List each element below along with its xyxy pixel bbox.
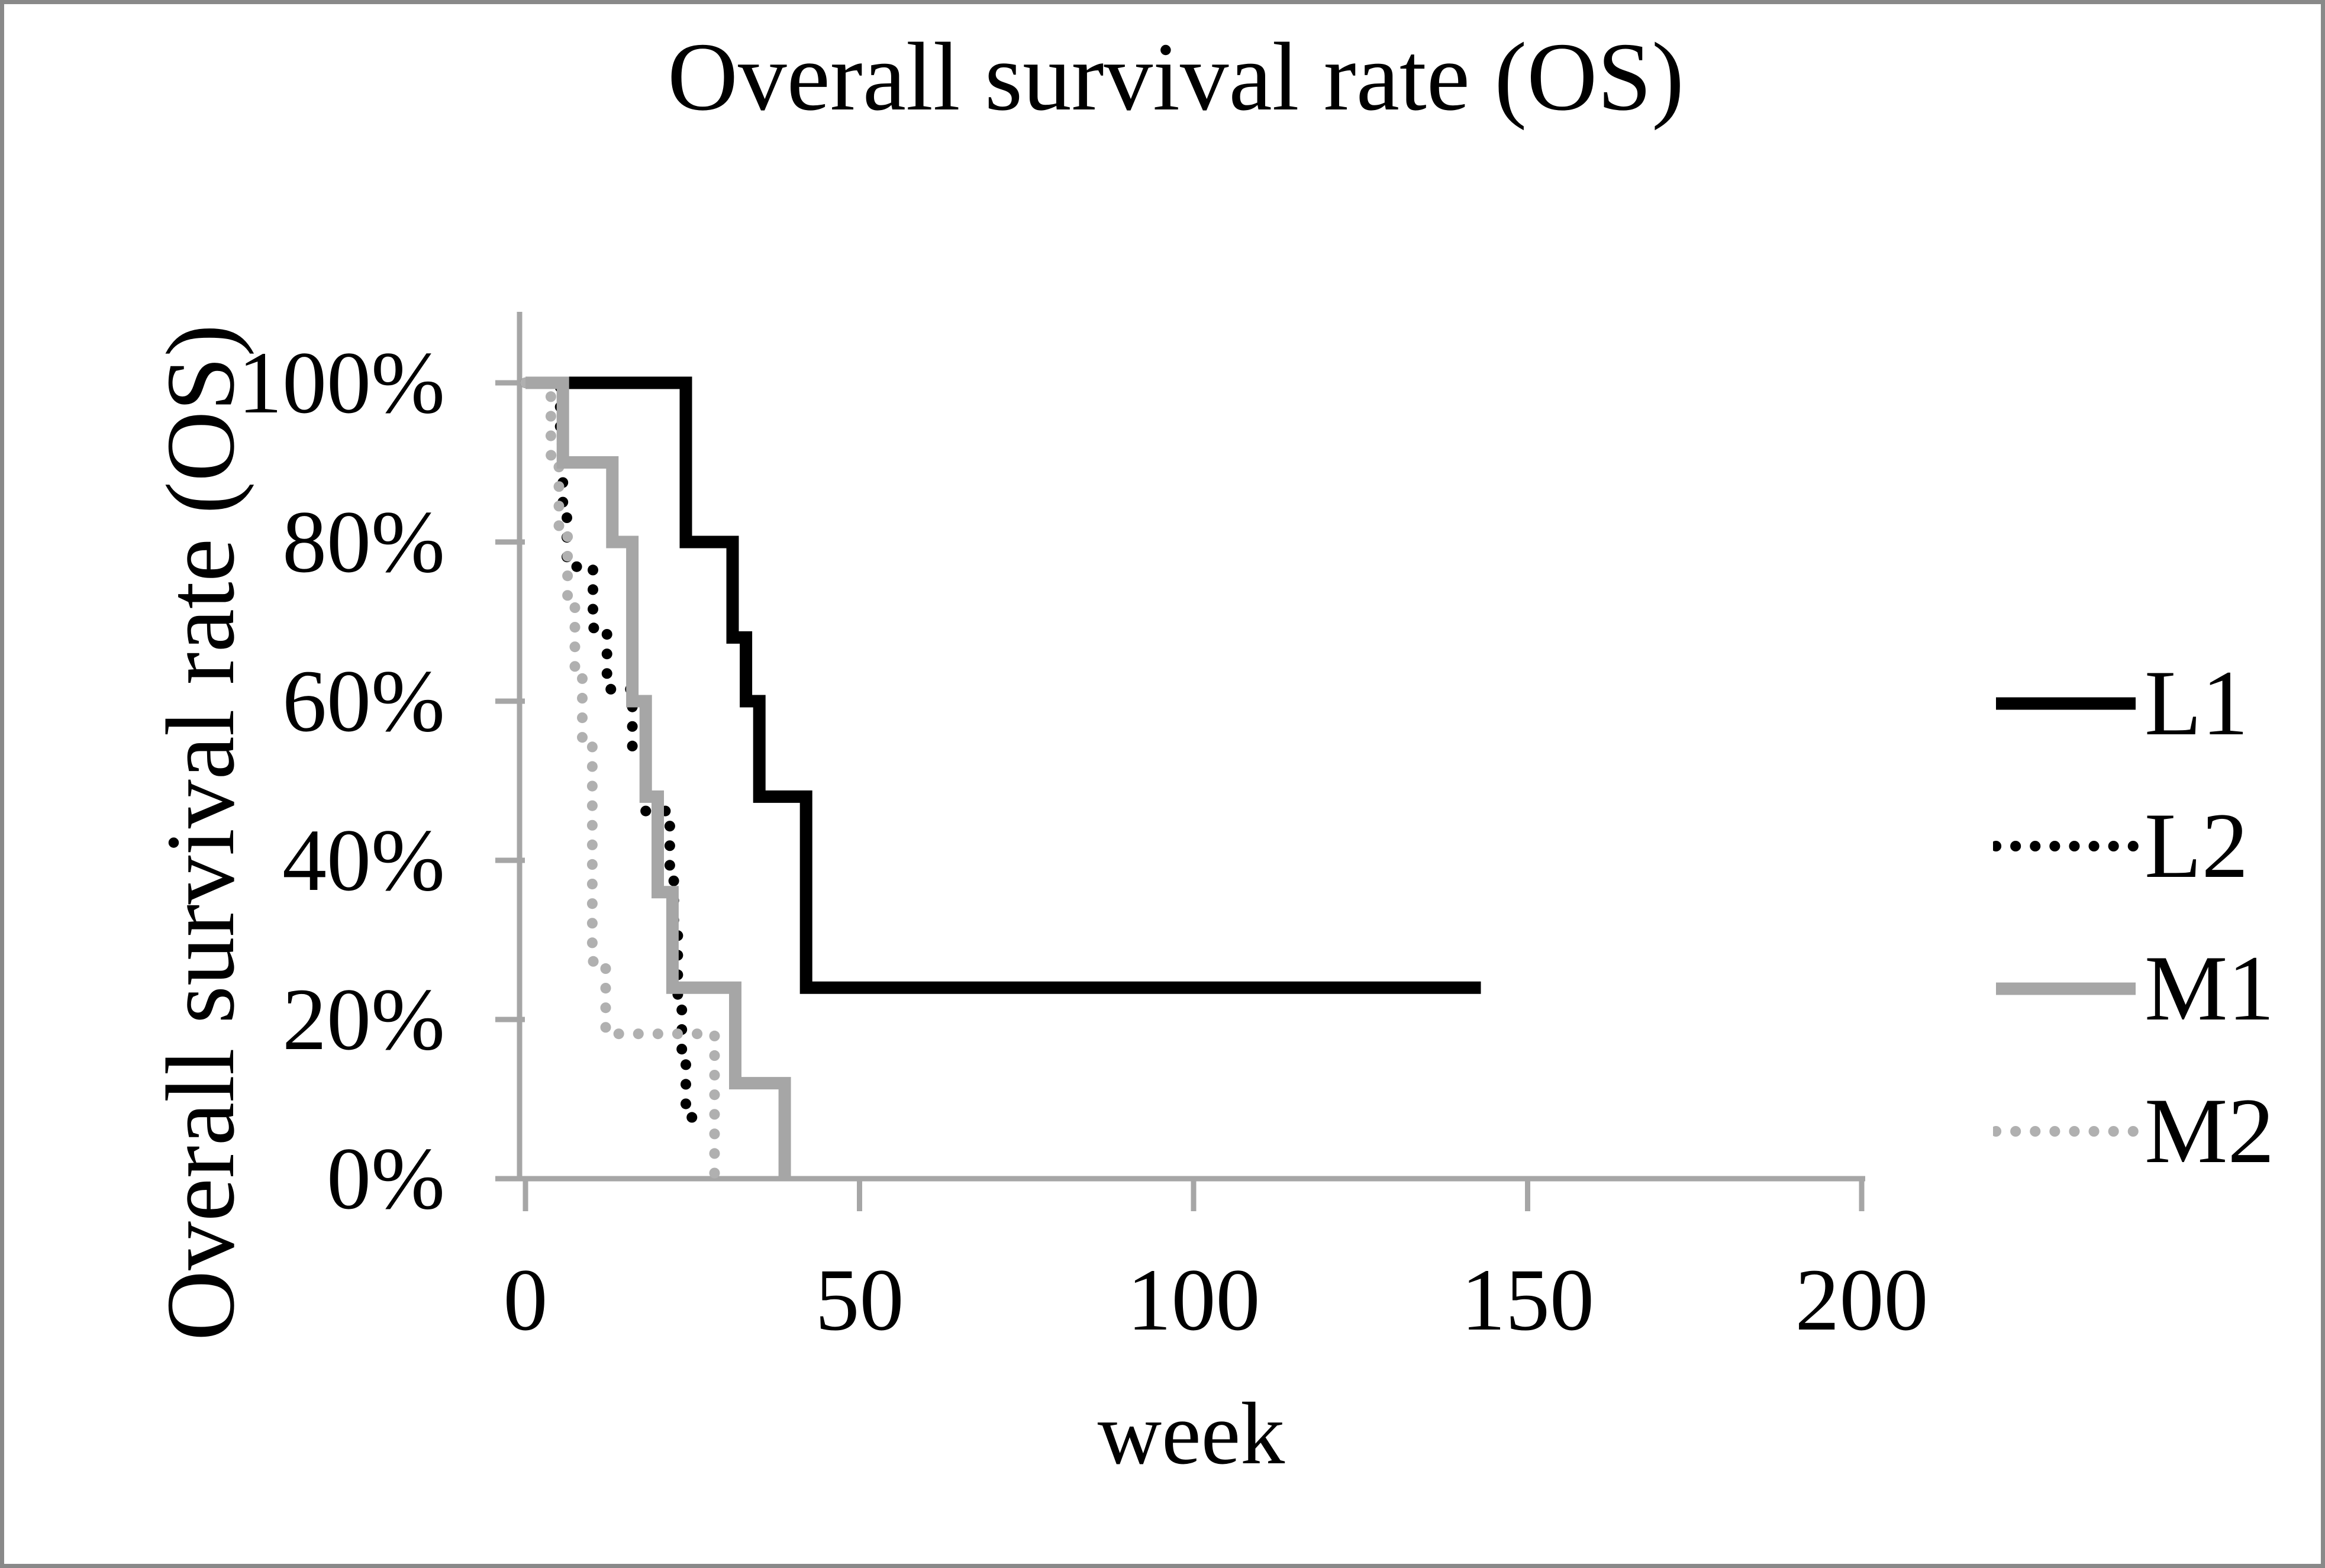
y-tick-label-100: 100% — [238, 334, 445, 432]
legend-item-M1: M1 — [1993, 924, 2321, 1054]
x-axis-title: week — [1097, 1385, 1285, 1483]
legend-label-M2: M2 — [2145, 1079, 2275, 1183]
legend-label-M1: M1 — [2145, 937, 2275, 1040]
legend-item-M2: M2 — [1993, 1066, 2321, 1196]
x-tick-label-100: 100 — [1127, 1251, 1260, 1349]
series-M1-line — [525, 376, 791, 1179]
x-tick-label-200: 200 — [1795, 1251, 1929, 1349]
legend: L1 L2 M1 M2 — [1993, 4, 2321, 1564]
series-L1-line — [525, 376, 1481, 994]
legend-swatch-L2 — [1993, 841, 2139, 851]
legend-swatch-M2 — [1993, 1126, 2139, 1137]
y-tick-label-60: 60% — [282, 652, 445, 750]
km-chart — [495, 312, 1865, 1211]
x-tick-label-0: 0 — [503, 1251, 548, 1349]
page-title: Overall survival rate (OS) — [667, 22, 1685, 131]
series-M2-line — [520, 378, 720, 1184]
y-tick-label-40: 40% — [282, 811, 445, 909]
legend-swatch-M1 — [1996, 982, 2136, 995]
y-tick-label-0: 0% — [327, 1130, 445, 1228]
y-tick-label-20: 20% — [282, 970, 445, 1069]
legend-label-L2: L2 — [2145, 794, 2249, 898]
x-tick-label-50: 50 — [815, 1251, 904, 1349]
x-tick-label-150: 150 — [1461, 1251, 1594, 1349]
legend-label-L1: L1 — [2145, 651, 2249, 755]
legend-item-L2: L2 — [1993, 781, 2321, 911]
legend-swatch-L1 — [1996, 697, 2136, 710]
legend-item-L1: L1 — [1993, 638, 2321, 769]
y-tick-label-80: 80% — [282, 493, 445, 591]
